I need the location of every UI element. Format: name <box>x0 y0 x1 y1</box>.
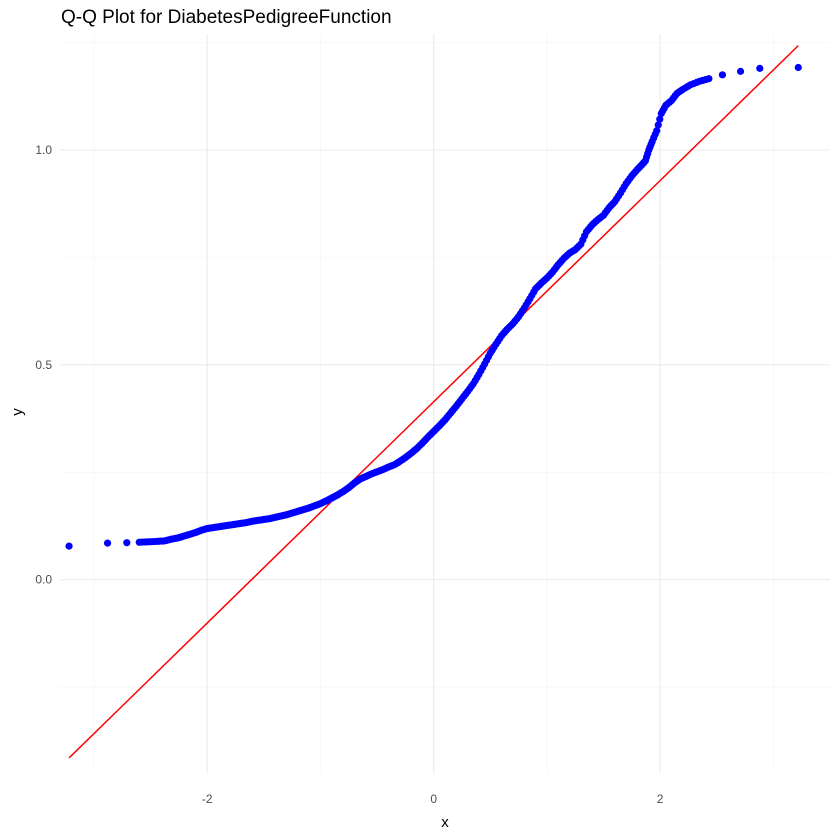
data-point <box>65 542 73 550</box>
data-point <box>653 127 661 135</box>
y-tick-labels: 0.0 0.5 1.0 <box>35 143 52 587</box>
x-tick-label: 0 <box>430 792 437 806</box>
data-point <box>103 539 112 547</box>
minor-gridlines-y <box>60 42 830 688</box>
data-point <box>718 71 727 79</box>
data-point <box>705 75 713 83</box>
x-tick-label: -2 <box>202 792 213 806</box>
data-point <box>123 539 131 547</box>
data-point <box>794 63 802 72</box>
data-points <box>65 63 802 550</box>
data-point <box>656 115 664 123</box>
x-tick-label: 2 <box>657 792 664 806</box>
x-tick-labels: -2 0 2 <box>202 792 664 806</box>
reference-line <box>68 45 799 759</box>
x-axis-title: x <box>441 814 449 831</box>
data-point <box>736 67 745 75</box>
y-tick-label: 0.0 <box>35 573 52 587</box>
major-gridlines-y <box>60 149 830 581</box>
data-point <box>756 64 764 72</box>
minor-gridlines-x <box>93 34 774 773</box>
chart-title: Q-Q Plot for DiabetesPedigreeFunction <box>61 7 392 28</box>
y-axis-title: y <box>9 408 26 416</box>
y-tick-label: 1.0 <box>35 143 52 157</box>
y-tick-label: 0.5 <box>35 358 52 372</box>
major-gridlines-x <box>206 34 661 773</box>
data-point <box>654 121 662 129</box>
